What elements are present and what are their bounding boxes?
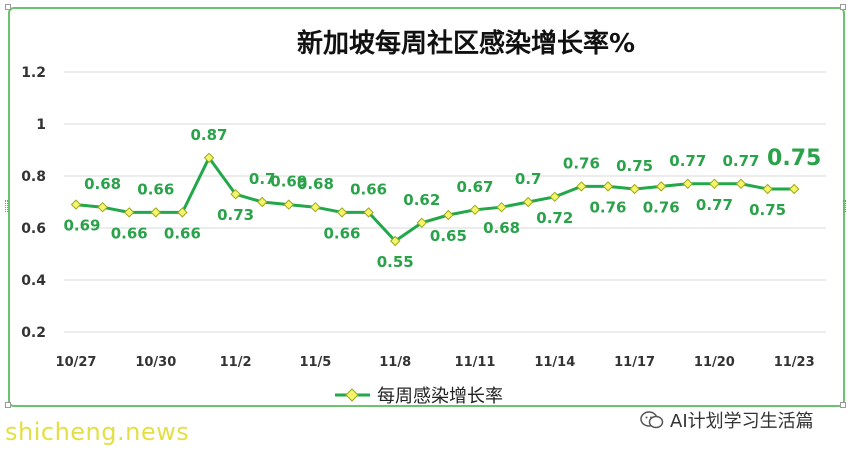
data-point	[522, 196, 534, 208]
watermark-text: shicheng.news	[5, 418, 190, 446]
corner-handle-top-right[interactable]	[840, 4, 846, 10]
wechat-label: AI计划学习生活篇	[670, 411, 814, 432]
data-label: 0.87	[190, 126, 227, 144]
x-tick-label: 11/14	[534, 355, 575, 370]
x-tick-label: 11/11	[455, 355, 496, 370]
x-tick-label: 11/23	[774, 355, 815, 370]
data-point	[70, 199, 82, 210]
data-label: 0.68	[297, 175, 334, 193]
data-point	[496, 201, 507, 213]
x-axis: 10/27 10/30 11/2 11/5 11/8 11/11 11/14 11/17 11/…	[56, 355, 815, 370]
data-point	[150, 207, 162, 218]
wechat-attribution: AI计划学习生活篇	[640, 406, 814, 434]
data-label: 0.73	[217, 206, 254, 224]
data-label: 0.76	[643, 198, 680, 216]
data-point	[336, 207, 348, 218]
x-tick-label: 11/5	[299, 355, 331, 370]
data-label: 0.68	[84, 175, 121, 193]
data-point	[363, 207, 374, 218]
data-labels: 0.690.680.660.660.660.870.730.70.690.680…	[63, 126, 821, 271]
data-label: 0.66	[350, 180, 387, 198]
data-label: 0.75	[767, 146, 821, 171]
data-label: 0.7	[249, 170, 276, 188]
chart-title: 新加坡每周社区感染增长率%	[297, 28, 635, 59]
data-point	[682, 178, 694, 190]
data-point	[203, 152, 215, 164]
x-tick-label: 11/2	[220, 355, 252, 370]
data-label: 0.77	[669, 152, 706, 170]
data-label: 0.69	[63, 217, 100, 235]
data-label: 0.76	[563, 154, 600, 172]
data-label: 0.65	[430, 227, 467, 245]
data-point	[576, 181, 587, 192]
data-label: 0.75	[616, 157, 653, 175]
chart-frame	[8, 7, 845, 407]
gridlines	[64, 71, 826, 333]
series-line	[75, 154, 795, 243]
series-markers	[70, 152, 800, 247]
data-label: 0.66	[111, 224, 148, 242]
x-tick-label: 11/17	[614, 355, 655, 370]
data-point	[97, 201, 108, 213]
data-point	[256, 196, 268, 208]
data-label: 0.66	[137, 180, 174, 198]
y-tick-label: 1.2	[21, 65, 46, 81]
data-point	[177, 207, 188, 218]
legend-label: 每周感染增长率	[377, 386, 503, 407]
x-tick-label: 10/30	[135, 355, 176, 370]
data-point	[283, 199, 295, 210]
side-handle-right[interactable]	[843, 200, 846, 212]
data-point	[123, 207, 135, 218]
x-tick-label: 11/20	[694, 355, 735, 370]
y-tick-label: 0.6	[21, 221, 46, 237]
data-label: 0.67	[456, 178, 493, 196]
data-point	[230, 188, 241, 200]
corner-handle-top-left[interactable]	[5, 4, 11, 10]
data-point	[602, 181, 614, 192]
y-tick-label: 0.4	[21, 273, 46, 289]
data-point	[788, 183, 800, 195]
data-label: 0.62	[403, 191, 440, 209]
data-label: 0.76	[589, 198, 626, 216]
corner-handle-bottom-right[interactable]	[840, 402, 846, 408]
data-point	[389, 235, 401, 247]
x-tick-label: 10/27	[56, 355, 97, 370]
data-point	[469, 204, 481, 216]
side-handle-left[interactable]	[5, 200, 8, 212]
data-label: 0.55	[377, 253, 414, 271]
data-label: 0.69	[270, 173, 307, 191]
data-point	[443, 209, 454, 221]
x-tick-label: 11/8	[379, 355, 411, 370]
data-point	[735, 178, 747, 190]
y-tick-label: 1	[36, 117, 46, 133]
data-point	[310, 201, 321, 213]
legend: 每周感染增长率	[335, 386, 503, 407]
data-point	[416, 217, 428, 229]
data-point	[709, 178, 720, 190]
data-label: 0.66	[164, 224, 201, 242]
data-point	[655, 181, 667, 192]
y-tick-label: 0.2	[21, 325, 46, 341]
data-label: 0.72	[536, 209, 573, 227]
data-point	[549, 191, 561, 203]
data-label: 0.66	[323, 224, 360, 242]
corner-handle-bottom-left[interactable]	[5, 402, 11, 408]
data-label: 0.77	[696, 196, 733, 214]
data-point	[629, 183, 640, 195]
data-label: 0.75	[749, 201, 786, 219]
data-point	[762, 183, 773, 195]
data-label: 0.7	[515, 170, 542, 188]
data-label: 0.68	[483, 219, 520, 237]
wechat-icon	[640, 410, 664, 430]
y-tick-label: 0.8	[21, 169, 46, 185]
legend-marker-swatch	[345, 388, 359, 402]
y-axis: 0.2 0.4 0.6 0.8 1 1.2	[21, 65, 46, 341]
data-label: 0.77	[722, 152, 759, 170]
